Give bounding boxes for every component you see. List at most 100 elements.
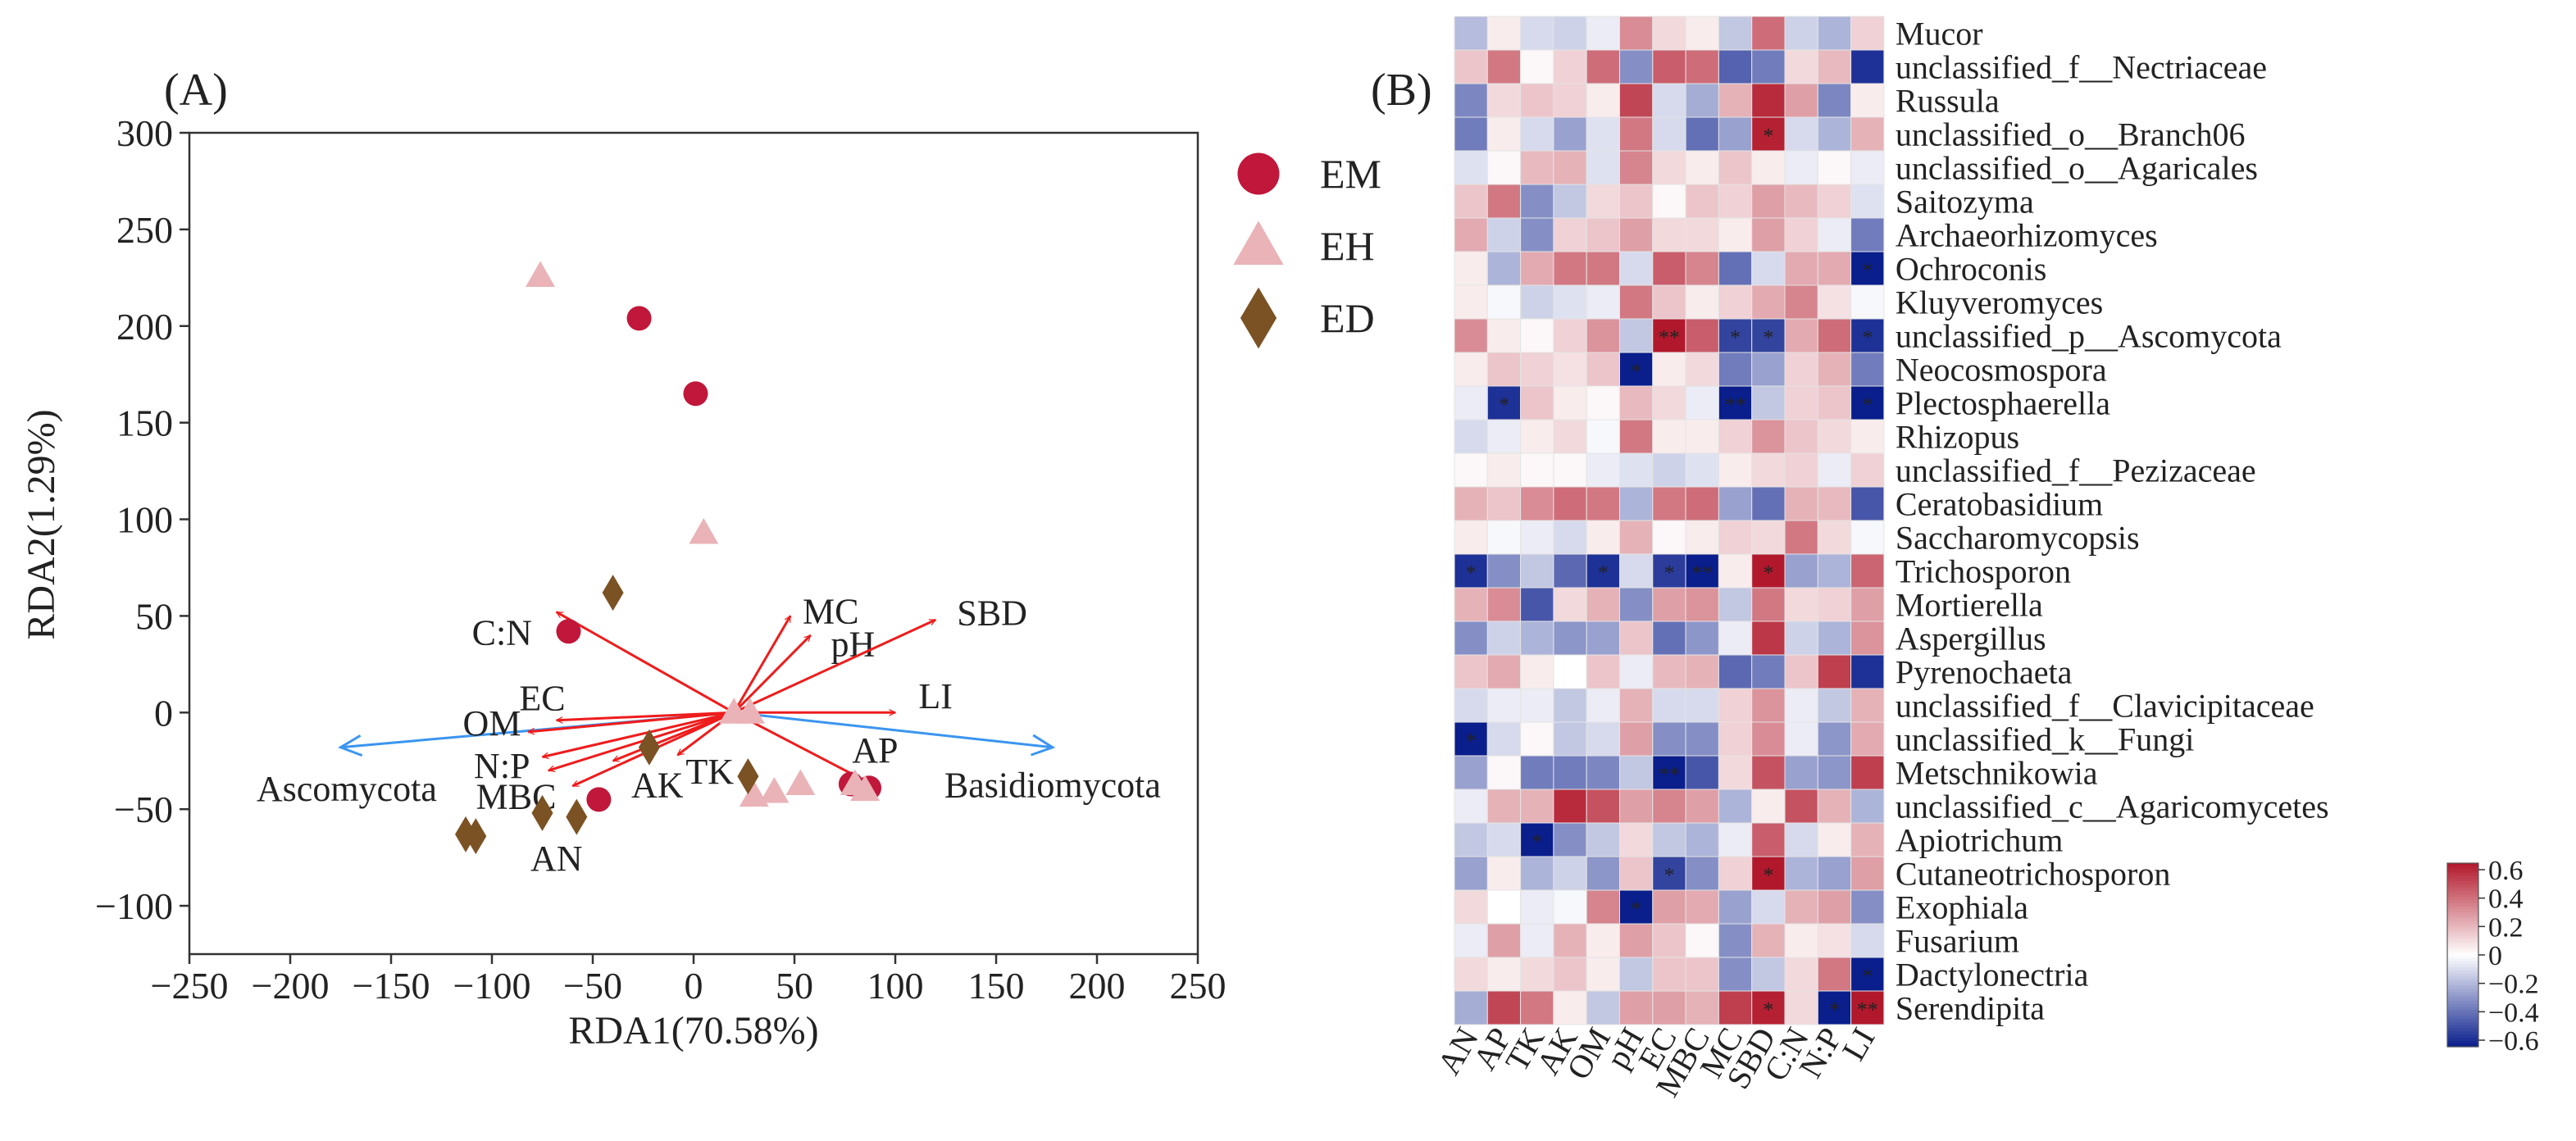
heatmap-cell: [1586, 385, 1620, 420]
heatmap-cell: [1520, 654, 1554, 689]
colorbar-segment: [2447, 961, 2478, 965]
heatmap-cell: [1553, 789, 1587, 824]
env-label-om: OM: [463, 703, 521, 743]
heatmap-cell: [1718, 990, 1753, 1025]
heatmap-cell: [1619, 621, 1654, 656]
heatmap-cell: [1520, 385, 1554, 420]
heatmap-cell: [1619, 553, 1654, 589]
colorbar-segment: [2447, 979, 2478, 984]
significance-mark: *: [1862, 326, 1873, 350]
significance-mark: **: [1725, 393, 1746, 417]
heatmap-cell: [1784, 688, 1818, 723]
heatmap-cell: [1553, 889, 1587, 925]
env-label-ap: AP: [852, 730, 898, 771]
colorbar-tick-label: −0.4: [2488, 998, 2539, 1028]
heatmap-cell: [1784, 789, 1818, 824]
heatmap-cell: [1784, 49, 1818, 84]
colorbar-segment: [2447, 1028, 2478, 1032]
y-tick-label: 200: [116, 306, 173, 348]
colorbar-segment: [2447, 918, 2478, 922]
heatmap-cell: [1850, 923, 1885, 958]
heatmap-cell: [1718, 83, 1753, 118]
heatmap-cell: [1553, 822, 1587, 857]
heatmap-cell: [1718, 486, 1753, 521]
env-label-tk: TK: [685, 752, 734, 792]
heatmap-cell: [1784, 553, 1818, 589]
colorbar-segment: [2447, 1001, 2478, 1005]
heatmap-cell: [1619, 789, 1654, 824]
heatmap-cell: [1486, 284, 1522, 320]
heatmap-cell: [1520, 721, 1554, 757]
colorbar-segment: [2447, 970, 2478, 974]
heatmap-cell: [1520, 16, 1554, 51]
heatmap-cell: [1751, 452, 1786, 488]
colorbar-segment: [2447, 998, 2478, 1002]
heatmap-cell: [1685, 990, 1719, 1025]
row-label: unclassified_f__Pezizaceae: [1896, 452, 2256, 489]
heatmap-cell: [1751, 553, 1786, 589]
heatmap-cell: [1751, 755, 1786, 790]
env-label-n-p: N:P: [474, 746, 530, 786]
heatmap-cell: [1751, 83, 1786, 118]
heatmap-cell: [1454, 621, 1488, 656]
heatmap-cell: [1784, 184, 1818, 219]
heatmap-cell: [1454, 385, 1488, 420]
heatmap-cell: [1454, 83, 1488, 118]
heatmap-cell: [1454, 822, 1488, 857]
heatmap-cell: [1685, 83, 1719, 118]
point-ed: [531, 794, 553, 831]
colorbar-segment: [2447, 930, 2478, 934]
heatmap-cell: [1652, 251, 1686, 286]
heatmap-cell: [1586, 822, 1620, 857]
legend-marker-em: [1237, 152, 1280, 195]
row-label: Exophiala: [1896, 889, 2028, 926]
point-eh: [759, 776, 790, 803]
heatmap-cell: [1486, 251, 1522, 286]
colorbar-segment: [2447, 927, 2478, 931]
heatmap-cell: [1751, 990, 1786, 1025]
heatmap-cell: [1817, 923, 1852, 958]
heatmap-cell: [1718, 822, 1753, 857]
heatmap-cell: [1619, 486, 1654, 521]
heatmap-cell: [1718, 621, 1753, 656]
heatmap-cell: [1586, 486, 1620, 521]
heatmap-cell: [1454, 184, 1488, 219]
heatmap-cell: [1619, 419, 1654, 454]
heatmap-cell: [1553, 990, 1587, 1025]
heatmap-cell: [1718, 16, 1753, 51]
heatmap-cell: [1685, 217, 1719, 252]
heatmap-cell: [1718, 688, 1753, 723]
colorbar-segment: [2447, 863, 2478, 867]
heatmap-cell: [1520, 688, 1554, 723]
env-label-ec: EC: [519, 678, 565, 718]
row-label: Dactylonectria: [1896, 957, 2089, 993]
heatmap-cell: [1850, 520, 1885, 555]
heatmap-cell: [1751, 419, 1786, 454]
heatmap-cell: [1652, 486, 1686, 521]
heatmap-cell: [1784, 755, 1818, 790]
heatmap-cell: [1619, 822, 1654, 857]
heatmap-cell: [1817, 184, 1852, 219]
heatmap-cell: [1619, 150, 1654, 185]
heatmap-cell: [1586, 452, 1620, 488]
heatmap-cell: [1619, 284, 1654, 320]
colorbar-segment: [2447, 957, 2478, 962]
heatmap-cell: [1486, 587, 1522, 622]
heatmap-cell: [1652, 923, 1686, 958]
env-arrow-om: [528, 711, 735, 732]
y-tick-label: 300: [116, 112, 173, 154]
heatmap-cell: [1817, 217, 1852, 252]
heatmap-cell: [1520, 419, 1554, 454]
point-eh: [689, 518, 719, 544]
heatmap-cell: [1751, 688, 1786, 723]
panel-b: (B) **** * * *** ** ** * * ** ****** **** * ** Mucor…: [1371, 16, 2539, 1103]
heatmap-cell: [1619, 923, 1654, 958]
heatmap-cell: [1520, 889, 1554, 925]
heatmap-cell: [1486, 419, 1522, 454]
heatmap-cell: [1784, 150, 1818, 185]
heatmap-cell: [1486, 150, 1522, 185]
heatmap-cell: [1685, 654, 1719, 689]
heatmap-cell: [1751, 251, 1786, 286]
heatmap-cell: [1454, 452, 1488, 488]
